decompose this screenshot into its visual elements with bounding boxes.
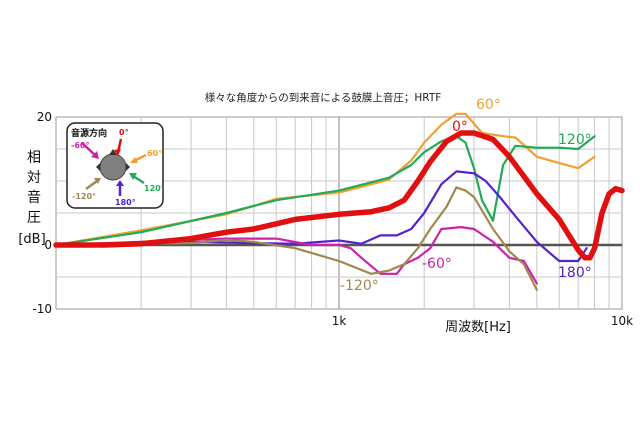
arrow-120-icon — [132, 174, 145, 185]
annot-minus60: -60° — [422, 256, 452, 272]
annot-60: 60° — [476, 97, 501, 113]
series-line-minus120 — [54, 186, 538, 291]
series-lines — [53, 112, 625, 291]
legend-label-0: 0° — [119, 128, 129, 137]
y-label-char-3: 圧 — [27, 210, 41, 226]
arrow-60-head — [130, 157, 138, 163]
annot-0: 0° — [452, 119, 468, 135]
ear-right-icon — [126, 163, 130, 171]
annot-180: 180° — [558, 265, 592, 281]
legend-label-minus60: -60° — [71, 141, 89, 150]
x-tick-label: 10k — [611, 314, 633, 328]
arrow-minus60-head — [91, 151, 99, 159]
y-tick-label: 0 — [44, 238, 52, 252]
curve-annotations: 60° 0° 120° 180° -60° -120° — [340, 97, 592, 294]
arrow-minus60-icon — [81, 142, 96, 156]
y-label-char-2: 音 — [27, 189, 41, 206]
y-label-unit: [dB] — [18, 232, 45, 247]
legend-label-180: 180° — [115, 198, 136, 207]
arrow-180-head — [116, 180, 124, 186]
arrow-0-head — [114, 149, 121, 156]
direction-legend: 音源方向 0° 60° 120° 180° -120° -60° — [66, 122, 165, 209]
series-line-minus60 — [54, 226, 538, 285]
arrow-minus120-head — [94, 178, 101, 184]
series-line-120 — [54, 135, 596, 247]
chart-title: 様々な角度からの到来音による鼓膜上音圧；HRTF — [205, 91, 442, 104]
y-tick-label: 20 — [37, 110, 52, 124]
x-tick-label: 1k — [332, 314, 347, 328]
legend-label-120: 120° — [144, 184, 165, 193]
nose-icon — [109, 149, 117, 155]
annot-minus120: -120° — [340, 278, 379, 294]
arrow-minus120-icon — [85, 179, 98, 191]
legend-title: 音源方向 — [71, 127, 107, 139]
series-line-0 — [53, 130, 625, 261]
axis-ticks: 20 0 -10 1k 10k — [32, 110, 633, 328]
y-axis-label: 相 対 音 圧 [dB] — [18, 150, 45, 247]
y-label-char-1: 対 — [27, 170, 41, 186]
arrow-120-head — [129, 173, 137, 180]
head-icon — [99, 153, 127, 181]
y-label-char-0: 相 — [27, 150, 41, 166]
legend-label-60: 60° — [147, 149, 162, 158]
x-axis-label: 周波数[Hz] — [445, 320, 511, 335]
annot-120: 120° — [558, 132, 592, 148]
legend-label-minus120: -120° — [72, 192, 96, 201]
y-tick-label: -10 — [32, 302, 52, 316]
ear-left-icon — [96, 163, 100, 171]
